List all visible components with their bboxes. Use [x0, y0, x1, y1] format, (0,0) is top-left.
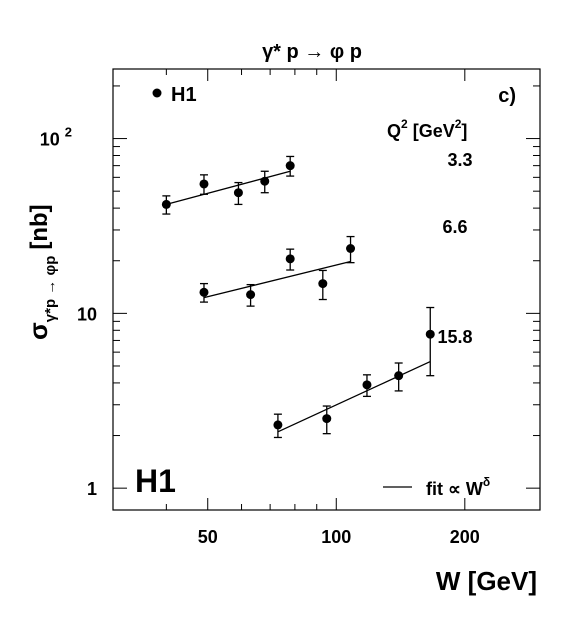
tick-labels: 50 100 200 1 10 10 2 [40, 125, 480, 547]
data-point [285, 254, 295, 264]
data-point [425, 329, 435, 339]
data-point [233, 188, 243, 198]
series-label-q2-3-3: 3.3 [447, 150, 472, 170]
y-axis-label: σγ*p → φp[nb] [23, 204, 59, 340]
data-point [362, 380, 372, 390]
q2-header: Q2 [GeV2] [387, 117, 467, 141]
legend-fit: fit ∝ Wδ [383, 475, 490, 499]
fit-lines [166, 170, 431, 433]
legend-fit-label: fit ∝ Wδ [426, 475, 490, 499]
data-point [199, 179, 209, 189]
panel-label: c) [498, 85, 516, 107]
chart-title: γ* p → φ p [262, 41, 362, 63]
y-tick-label: 10 [77, 304, 97, 324]
legend-marker-label: H1 [171, 84, 197, 106]
data-point [394, 371, 404, 381]
x-tick-label: 200 [450, 527, 480, 547]
plot-frame [112, 68, 541, 511]
svg-text:σγ*p → φp[nb]: σγ*p → φp[nb] [23, 204, 59, 340]
series-label-q2-6-6: 6.6 [442, 217, 467, 237]
legend-marker: H1 [152, 84, 197, 106]
fit-line [166, 170, 291, 206]
data-point [285, 161, 295, 171]
x-axis-label: W [GeV] [436, 566, 537, 596]
data-point [161, 199, 171, 209]
data-point [346, 243, 356, 253]
fit-line [203, 260, 351, 299]
legend-marker-dot [152, 88, 162, 98]
axis-ticks [112, 69, 541, 510]
x-tick-label: 50 [198, 527, 218, 547]
data-point [260, 176, 270, 186]
h1-logo: H1 [135, 463, 176, 499]
y-tick-label: 1 [87, 479, 97, 499]
x-tick-label: 100 [321, 527, 351, 547]
data-point [318, 279, 328, 289]
data-point [246, 290, 256, 300]
fit-line [277, 360, 431, 433]
series-label-q2-15-8: 15.8 [437, 327, 472, 347]
data-point [199, 287, 209, 297]
data-points [161, 155, 435, 439]
y-tick-label: 10 2 [40, 125, 72, 150]
data-point [273, 420, 283, 430]
data-point [322, 414, 332, 424]
